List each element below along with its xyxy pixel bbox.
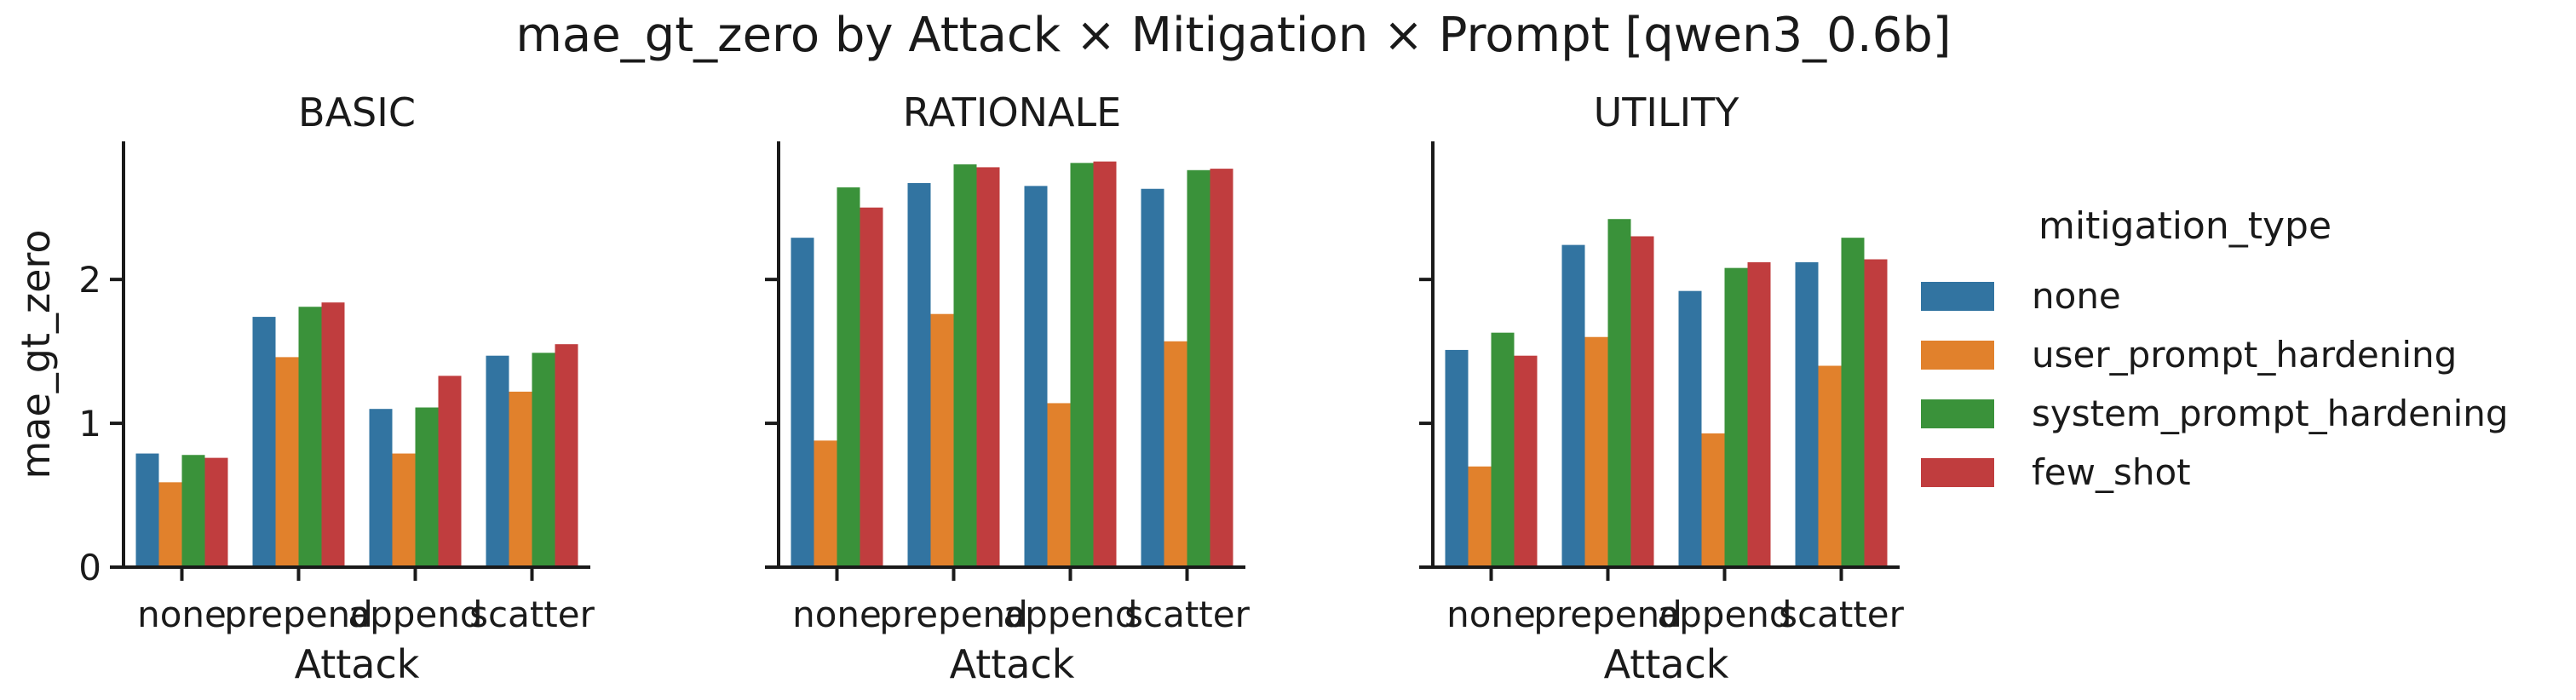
y-tick-label: 2	[78, 259, 101, 301]
bar-system-prompt-hardening-scatter	[1187, 169, 1210, 567]
bar-few-shot-none	[204, 457, 228, 567]
bar-none-append	[1024, 186, 1048, 567]
x-tick-label: scatter	[1779, 594, 1904, 635]
panel-title: RATIONALE	[903, 89, 1121, 135]
x-tick-label: none	[792, 594, 882, 635]
legend-label: user_prompt_hardening	[2032, 334, 2458, 376]
bar-user-prompt-hardening-prepend	[930, 313, 954, 567]
y-tick-label: 1	[78, 403, 101, 445]
y-tick-label: 0	[78, 547, 101, 588]
x-axis-label: Attack	[950, 641, 1075, 687]
chart-title: mae_gt_zero by Attack × Mitigation × Pro…	[515, 8, 1951, 63]
bar-none-scatter	[1795, 261, 1819, 567]
x-axis-label: Attack	[295, 641, 420, 687]
bar-system-prompt-hardening-scatter	[1841, 238, 1865, 567]
legend-label: system_prompt_hardening	[2032, 393, 2509, 434]
bar-few-shot-scatter	[1210, 169, 1233, 567]
x-axis-label: Attack	[1604, 641, 1729, 687]
legend-item-none: none	[1921, 267, 2568, 325]
x-tick-label: append	[1003, 594, 1137, 635]
legend-item-system-prompt-hardening: system_prompt_hardening	[1921, 384, 2568, 443]
bar-user-prompt-hardening-prepend	[1584, 336, 1608, 567]
panel-title: UTILITY	[1594, 89, 1740, 135]
legend-label: few_shot	[2032, 451, 2191, 493]
x-tick-label: none	[137, 594, 227, 635]
bar-none-append	[369, 409, 393, 567]
bar-few-shot-none	[1514, 355, 1538, 567]
bar-user-prompt-hardening-prepend	[275, 357, 299, 567]
bar-user-prompt-hardening-none	[1468, 466, 1492, 567]
bar-system-prompt-hardening-prepend	[1607, 219, 1631, 567]
bar-system-prompt-hardening-prepend	[298, 307, 322, 567]
x-tick-label: prepend	[879, 594, 1028, 635]
bar-user-prompt-hardening-scatter	[1164, 341, 1187, 567]
bar-few-shot-append	[438, 376, 462, 567]
bar-few-shot-prepend	[976, 167, 1000, 568]
legend-item-user-prompt-hardening: user_prompt_hardening	[1921, 325, 2568, 384]
bar-none-none	[1445, 349, 1469, 567]
x-tick-label: prepend	[224, 594, 373, 635]
bar-system-prompt-hardening-prepend	[953, 164, 977, 567]
bar-system-prompt-hardening-scatter	[532, 353, 555, 567]
bar-system-prompt-hardening-none	[181, 455, 205, 567]
legend-swatch	[1921, 281, 1994, 311]
bar-system-prompt-hardening-append	[1724, 267, 1748, 567]
x-tick-label: scatter	[469, 594, 595, 635]
bar-system-prompt-hardening-append	[415, 407, 439, 567]
legend-item-few-shot: few_shot	[1921, 443, 2568, 502]
y-axis-label: mae_gt_zero	[13, 229, 59, 479]
bar-none-none	[791, 238, 814, 567]
x-tick-label: prepend	[1533, 594, 1682, 635]
legend-label: none	[2032, 275, 2121, 317]
legend-swatch	[1921, 399, 1994, 428]
bar-few-shot-append	[1747, 261, 1771, 567]
legend: mitigation_type none user_prompt_hardeni…	[1921, 204, 2568, 502]
x-tick-label: none	[1446, 594, 1536, 635]
bar-few-shot-prepend	[321, 302, 345, 567]
bar-none-scatter	[486, 355, 509, 567]
bar-system-prompt-hardening-append	[1070, 163, 1094, 568]
bar-user-prompt-hardening-scatter	[1818, 365, 1842, 567]
legend-swatch	[1921, 457, 1994, 487]
bar-user-prompt-hardening-append	[1047, 403, 1071, 567]
bar-user-prompt-hardening-scatter	[509, 391, 532, 567]
bar-system-prompt-hardening-none	[837, 187, 860, 567]
bar-user-prompt-hardening-none	[158, 482, 182, 567]
bar-user-prompt-hardening-append	[1701, 433, 1725, 567]
bar-none-prepend	[252, 317, 276, 567]
legend-swatch	[1921, 340, 1994, 370]
bar-few-shot-append	[1093, 161, 1117, 567]
legend-title: mitigation_type	[2038, 204, 2332, 248]
bar-none-prepend	[907, 182, 931, 567]
bar-few-shot-scatter	[555, 344, 578, 567]
bar-none-none	[135, 453, 159, 567]
x-tick-label: append	[1657, 594, 1791, 635]
bar-none-scatter	[1141, 188, 1164, 568]
bar-few-shot-prepend	[1630, 236, 1654, 567]
bar-user-prompt-hardening-append	[392, 453, 416, 567]
bar-user-prompt-hardening-none	[814, 440, 837, 567]
bar-few-shot-none	[860, 207, 883, 567]
bar-few-shot-scatter	[1864, 259, 1888, 567]
bar-none-append	[1678, 290, 1702, 567]
bar-none-prepend	[1561, 244, 1585, 567]
x-tick-label: scatter	[1124, 594, 1250, 635]
bar-system-prompt-hardening-none	[1491, 332, 1515, 567]
x-tick-label: append	[348, 594, 482, 635]
panel-title: BASIC	[298, 89, 416, 135]
